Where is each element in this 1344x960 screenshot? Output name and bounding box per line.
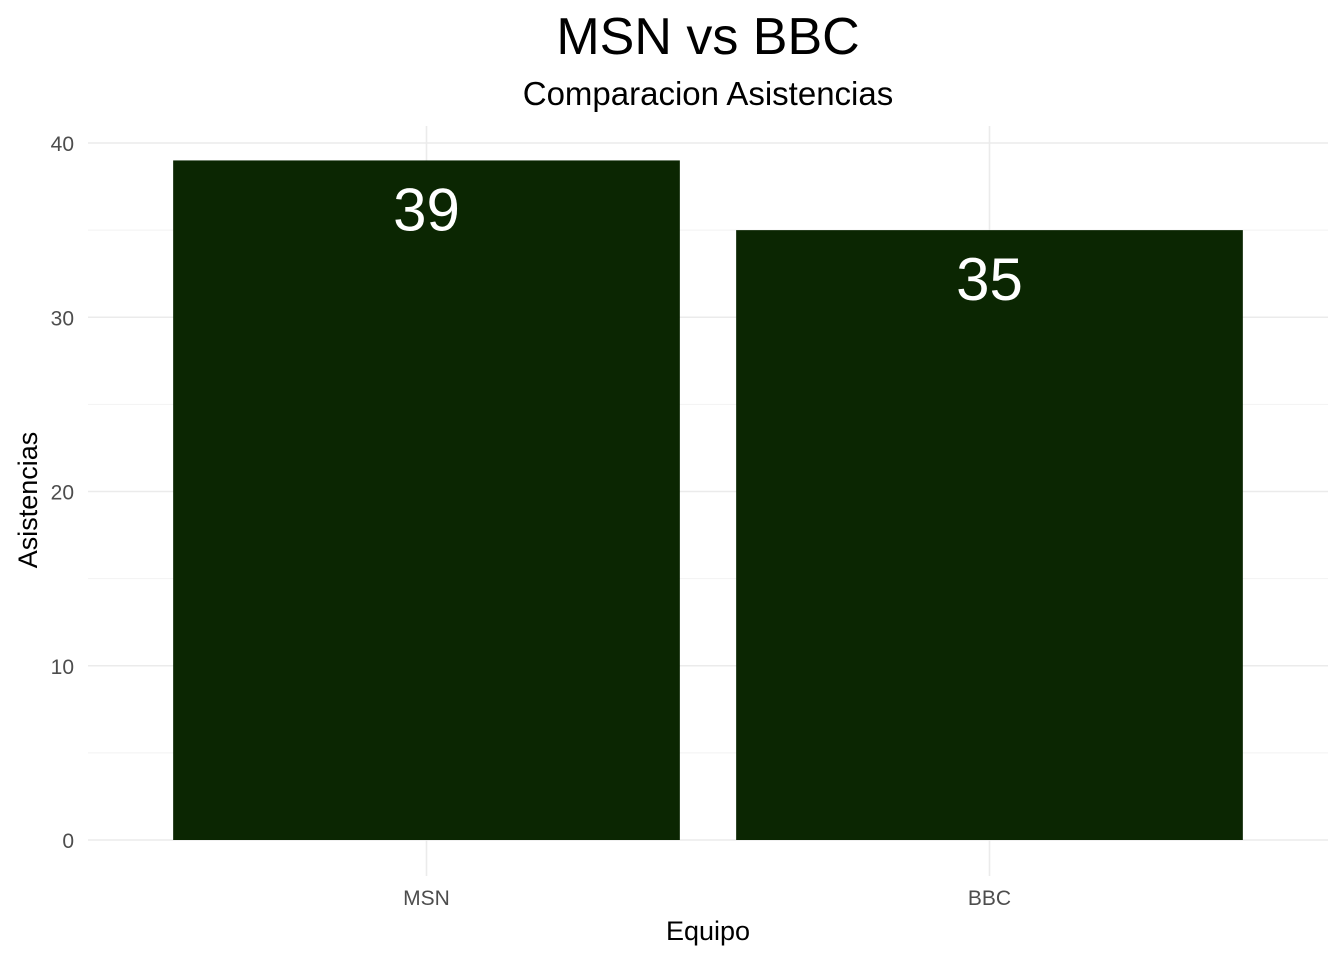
data-label-msn: 39 <box>393 176 460 243</box>
bar-bbc <box>736 230 1243 840</box>
y-tick-label: 0 <box>62 830 74 853</box>
x-tick-label-bbc: BBC <box>968 887 1011 910</box>
y-tick-label: 20 <box>51 482 74 505</box>
chart-title: MSN vs BBC <box>556 8 859 66</box>
data-labels: 39 35 <box>393 176 1023 313</box>
y-tick-label: 40 <box>51 133 74 156</box>
y-tick-label: 10 <box>51 656 74 679</box>
data-label-bbc: 35 <box>956 246 1023 313</box>
x-axis-title: Equipo <box>666 916 750 946</box>
y-tick-label: 30 <box>51 307 74 330</box>
bars <box>173 160 1243 841</box>
y-axis-ticks: 0 10 20 30 40 <box>51 133 74 853</box>
x-axis-ticks: MSN BBC <box>403 887 1011 910</box>
bar-msn <box>173 160 680 841</box>
chart-subtitle: Comparacion Asistencias <box>523 75 894 112</box>
x-tick-label-msn: MSN <box>403 887 450 910</box>
y-axis-title: Asistencias <box>13 432 43 569</box>
